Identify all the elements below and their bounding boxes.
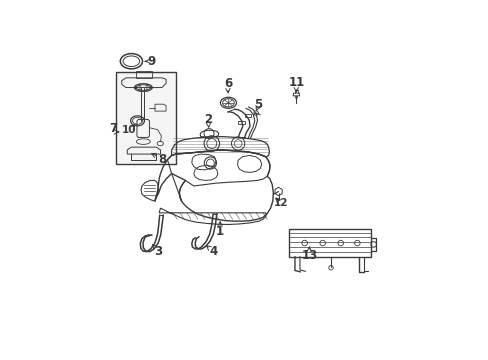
Text: 9: 9 [147, 55, 155, 68]
Text: 3: 3 [154, 244, 163, 258]
Bar [289, 229, 370, 257]
Bar [135, 71, 152, 78]
Bar [116, 72, 175, 164]
Text: 4: 4 [209, 245, 218, 258]
Text: 10: 10 [122, 125, 136, 135]
Bar [244, 114, 251, 117]
Text: 11: 11 [288, 76, 305, 89]
Text: 1: 1 [216, 225, 224, 238]
Text: 6: 6 [224, 77, 231, 90]
Text: 2: 2 [204, 113, 212, 126]
Text: 8: 8 [158, 153, 166, 166]
Text: 12: 12 [273, 198, 288, 208]
Text: 13: 13 [301, 249, 317, 262]
Text: 5: 5 [254, 98, 262, 111]
Bar [238, 121, 244, 124]
Text: 7: 7 [109, 122, 117, 135]
